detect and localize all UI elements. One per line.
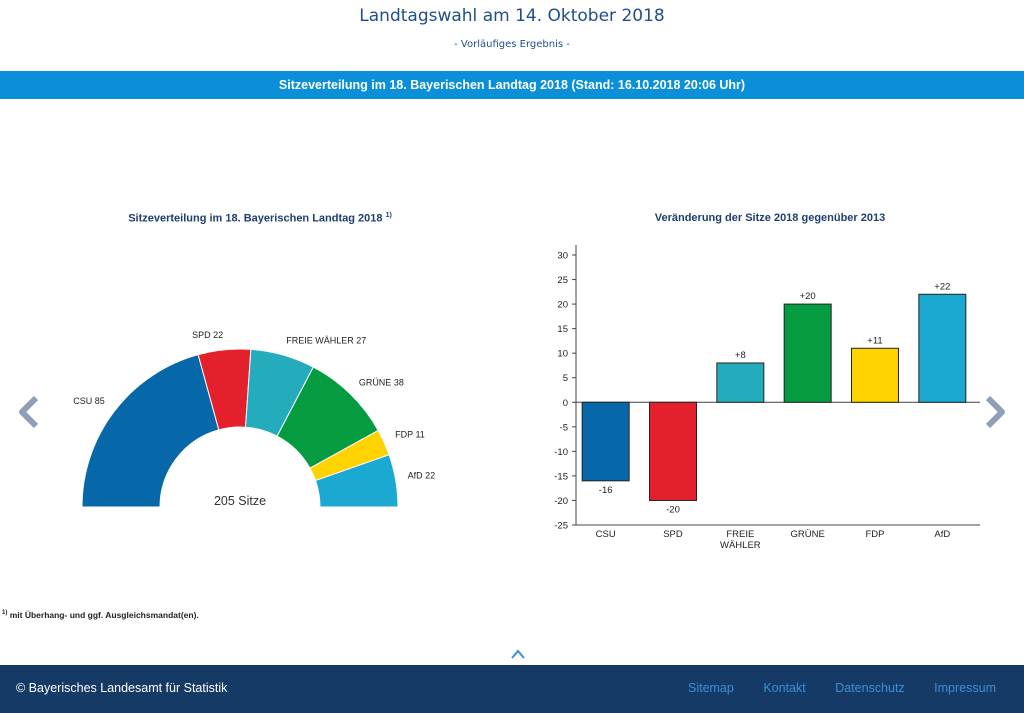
page-title: Landtagswahl am 14. Oktober 2018 — [359, 6, 665, 26]
bar-csu — [581, 401, 630, 482]
y-tick-label: 10 — [557, 349, 568, 360]
footer-links: Sitemap Kontakt Datenschutz Impressum — [662, 681, 996, 695]
y-tick-label: -10 — [554, 447, 568, 458]
y-tick-label: -15 — [554, 471, 568, 482]
footnote: 1) mit Überhang- und ggf. Ausgleichsmand… — [2, 610, 199, 620]
seat-change-chart: 30 25 20 15 10 5 0 -5 -10 -15 -20 -25 -16 CSU -20 SPD +8… — [554, 245, 980, 551]
seat-slice-csu — [81, 354, 220, 508]
y-tick-label: 15 — [557, 324, 568, 335]
bar-label-freie-waehler: +8 — [735, 350, 746, 361]
seat-total-label: 205 Sitze — [214, 494, 266, 508]
bar-label-csu: -16 — [599, 485, 613, 496]
section-banner: Sitzeverteilung im 18. Bayerischen Landt… — [0, 71, 1024, 99]
y-tick-label: 30 — [557, 251, 568, 262]
page-subtitle: - Vorläufiges Ergebnis - — [454, 39, 570, 50]
seat-change-title: Veränderung der Sitze 2018 gegenüber 201… — [654, 212, 886, 224]
y-tick-label: 25 — [557, 275, 568, 286]
x-tick-label-afd: AfD — [934, 529, 950, 540]
seat-label-csu: CSU 85 — [73, 396, 105, 406]
bar-label-afd: +22 — [934, 281, 950, 292]
y-tick-label: -25 — [554, 521, 568, 532]
x-tick-label-freie-waehler: FREIE WÄHLER — [720, 529, 761, 551]
chevron-up-icon[interactable] — [508, 646, 528, 662]
bar-label-fdp: +11 — [867, 335, 882, 346]
seat-label-freie-waehler: FREIE WÄHLER 27 — [286, 335, 366, 345]
x-tick-label-spd: SPD — [663, 529, 683, 540]
bar-label-gruene: +20 — [800, 291, 816, 302]
bar-gruene — [783, 303, 832, 403]
bar-fdp — [851, 347, 899, 403]
footer-link-impressum[interactable]: Impressum — [934, 681, 996, 695]
seat-distribution-title: Sitzeverteilung im 18. Bayerischen Landt… — [128, 212, 392, 225]
bar-freie-waehler — [716, 362, 765, 403]
bar-spd — [649, 401, 697, 501]
footer-link-kontakt[interactable]: Kontakt — [763, 681, 806, 695]
footer-link-sitemap[interactable]: Sitemap — [687, 681, 734, 695]
footer-link-datenschutz[interactable]: Datenschutz — [835, 681, 905, 695]
seat-label-afd: AfD 22 — [408, 470, 436, 480]
y-tick-label: 20 — [557, 300, 568, 311]
seat-distribution-chart: CSU 85 SPD 22 FREIE WÄHLER 27 GRÜNE 38 FDP 1… — [73, 330, 436, 508]
x-tick-label-csu: CSU — [596, 529, 616, 540]
seat-slice-afd — [314, 454, 399, 508]
seat-label-gruene: GRÜNE 38 — [359, 377, 404, 387]
footer-copyright: © Bayerisches Landesamt für Statistik — [16, 681, 228, 695]
y-tick-label: -5 — [560, 422, 568, 433]
bar-label-spd: -20 — [666, 504, 680, 515]
x-tick-label-gruene: GRÜNE — [791, 529, 825, 540]
y-tick-label: -20 — [554, 496, 568, 507]
y-tick-label: 5 — [563, 373, 568, 384]
seat-label-fdp: FDP 11 — [395, 429, 425, 439]
chevron-left-icon[interactable] — [16, 395, 42, 429]
chevron-right-icon[interactable] — [982, 395, 1008, 429]
seat-label-spd: SPD 22 — [192, 330, 223, 340]
x-tick-label-fdp: FDP — [866, 529, 885, 540]
footer: © Bayerisches Landesamt für Statistik Si… — [0, 665, 1024, 713]
bar-afd — [918, 293, 967, 403]
y-tick-label: 0 — [563, 398, 568, 409]
